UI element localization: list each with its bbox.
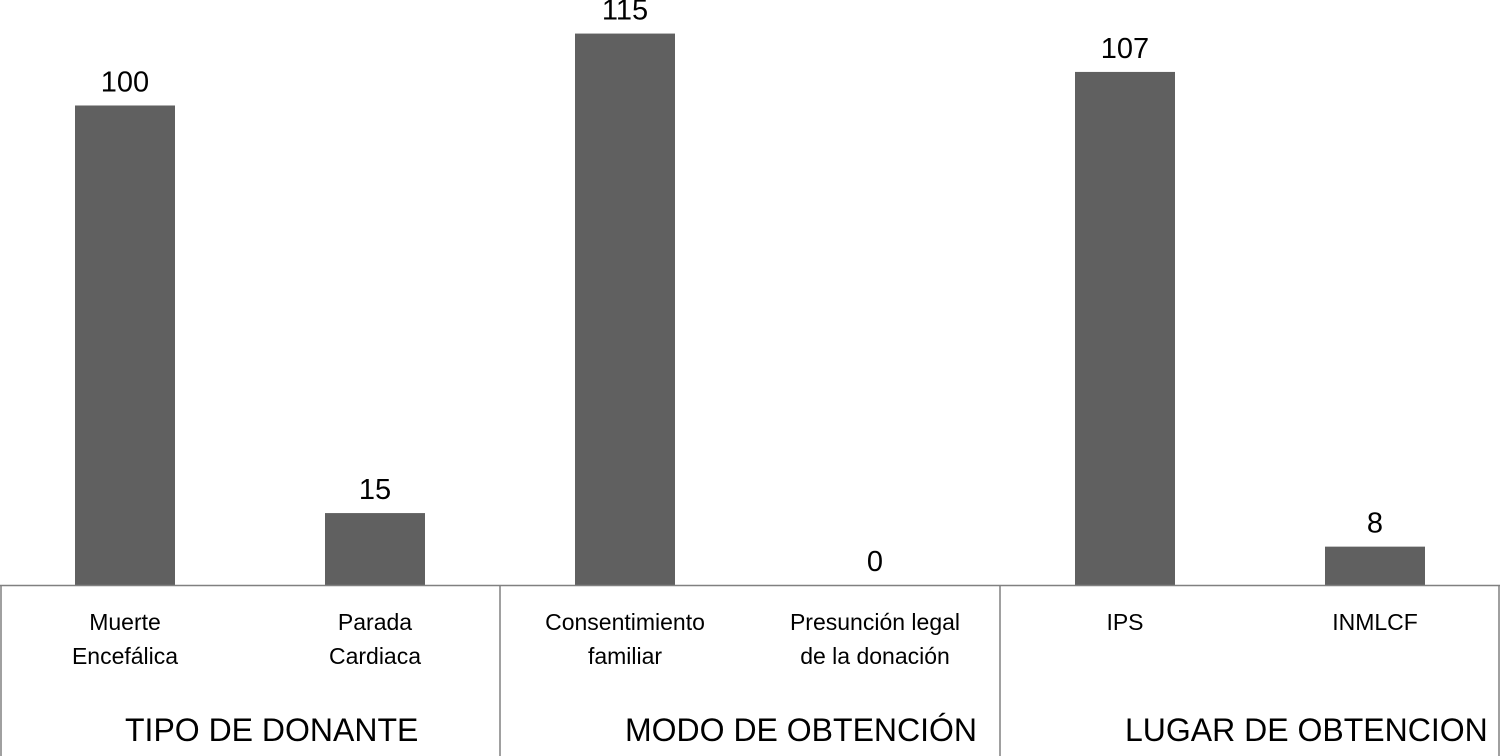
group-label: LUGAR DE OBTENCION bbox=[1125, 712, 1488, 748]
x-tick-label: Muerte Encefálica bbox=[71, 609, 179, 669]
bar bbox=[1075, 71, 1175, 586]
bar bbox=[575, 33, 675, 586]
x-tick-label: IPS bbox=[1106, 609, 1144, 635]
bar bbox=[325, 513, 425, 585]
value-label: 0 bbox=[867, 546, 883, 578]
x-tick-label: Parada Cardiaca bbox=[328, 609, 422, 669]
value-label: 15 bbox=[359, 474, 391, 506]
group-label: MODO DE OBTENCIÓN bbox=[625, 712, 978, 748]
x-tick-label: INMLCF bbox=[1332, 609, 1418, 635]
value-label: 8 bbox=[1367, 508, 1383, 540]
value-label: 100 bbox=[101, 66, 149, 98]
group-label: TIPO DE DONANTE bbox=[125, 712, 419, 748]
x-tick-label: Consentimiento familiar bbox=[545, 609, 705, 669]
bar bbox=[1325, 546, 1425, 585]
x-tick-label: Presunción legal de la donación bbox=[789, 609, 961, 669]
bar bbox=[75, 105, 175, 585]
value-label: 107 bbox=[1101, 33, 1149, 65]
value-label: 115 bbox=[602, 0, 648, 27]
